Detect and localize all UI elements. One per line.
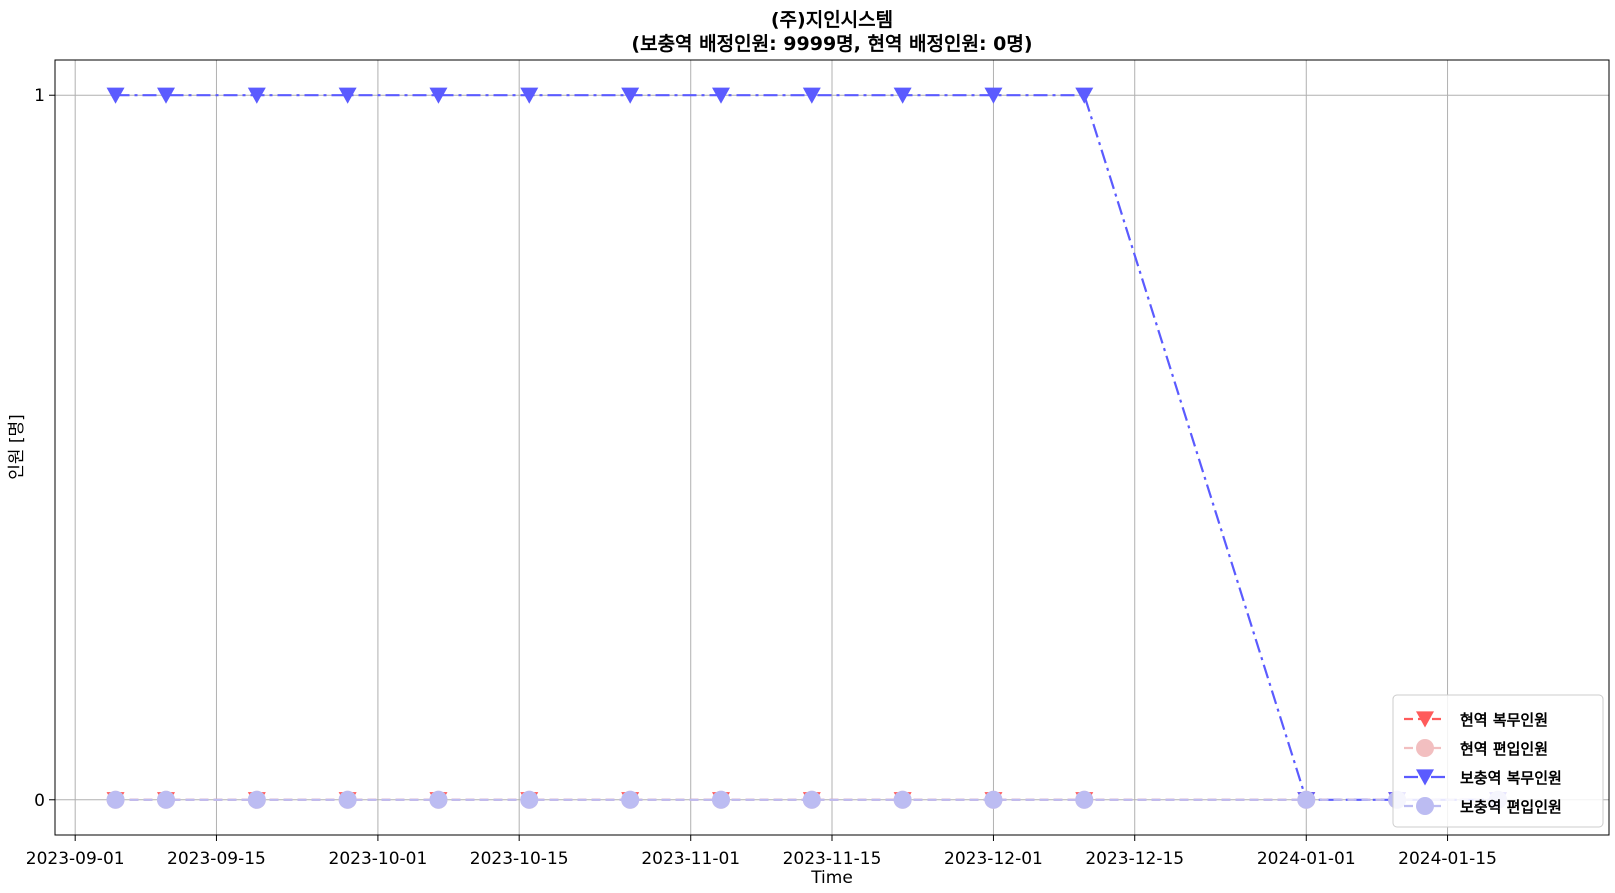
- x-tick-label: 2023-10-01: [329, 849, 428, 869]
- data-point: [621, 87, 640, 104]
- data-point: [429, 790, 448, 809]
- x-axis-label: Time: [810, 868, 853, 888]
- legend-entry: 보충역 편입인원: [1404, 797, 1562, 816]
- data-point: [1297, 790, 1316, 809]
- legend-marker: [1416, 739, 1434, 757]
- series-4: [106, 790, 1507, 809]
- series-3: [106, 87, 1507, 809]
- data-point: [106, 790, 125, 809]
- y-axis: 01: [34, 86, 55, 811]
- data-point: [802, 87, 821, 104]
- legend-marker: [1416, 769, 1434, 786]
- chart-subtitle: (보충역 배정인원: 9999명, 현역 배정인원: 0명): [631, 33, 1032, 55]
- legend-label: 현역 편입인원: [1460, 740, 1548, 758]
- legend-marker: [1416, 797, 1434, 815]
- legend-marker: [1416, 711, 1434, 728]
- data-point: [157, 87, 175, 104]
- data-point: [984, 87, 1003, 104]
- data-point: [984, 790, 1003, 809]
- x-tick-label: 2023-09-01: [26, 849, 125, 869]
- x-tick-label: 2023-09-15: [167, 849, 266, 869]
- data-point: [520, 790, 539, 809]
- data-point: [338, 87, 357, 104]
- series-layer: [106, 87, 1507, 809]
- legend-label: 현역 복무인원: [1460, 711, 1548, 729]
- data-point: [893, 790, 912, 809]
- grid-lines: [55, 60, 1609, 835]
- data-point: [712, 87, 730, 104]
- legend-box: [1392, 694, 1604, 828]
- x-axis: 2023-09-01 2023-09-15 2023-10-01 2023-10-15…: [26, 835, 1497, 869]
- data-point: [520, 87, 539, 104]
- data-point: [247, 87, 266, 104]
- x-tick-label: 2024-01-01: [1257, 849, 1356, 869]
- data-point: [802, 790, 821, 809]
- data-point: [106, 87, 125, 104]
- data-point: [429, 87, 448, 104]
- data-point: [338, 790, 357, 809]
- x-tick-label: 2023-11-15: [783, 849, 882, 869]
- x-tick-label: 2023-12-01: [944, 849, 1043, 869]
- series-line: [115, 94, 1498, 801]
- x-tick-label: 2023-11-01: [641, 849, 740, 869]
- data-point: [1075, 87, 1094, 104]
- x-tick-label: 2023-12-15: [1085, 849, 1184, 869]
- legend-entry: 보충역 복무인원: [1404, 769, 1562, 787]
- data-point: [893, 87, 912, 104]
- x-tick-label: 2024-01-15: [1398, 849, 1497, 869]
- legend-entry: 현역 편입인원: [1404, 739, 1548, 758]
- data-point: [712, 790, 730, 809]
- y-tick-label: 0: [34, 791, 45, 811]
- data-point: [1075, 790, 1094, 809]
- x-tick-label: 2023-10-15: [470, 849, 569, 869]
- data-point: [157, 790, 175, 809]
- legend-label: 보충역 편입인원: [1460, 798, 1562, 816]
- legend-entry: 현역 복무인원: [1404, 711, 1548, 729]
- data-point: [247, 790, 266, 809]
- chart-title: (주)지인시스템: [771, 9, 893, 31]
- data-point: [621, 790, 640, 809]
- y-axis-label: 인원 [명]: [7, 414, 27, 480]
- legend-label: 보충역 복무인원: [1460, 769, 1562, 787]
- y-tick-label: 1: [34, 86, 45, 106]
